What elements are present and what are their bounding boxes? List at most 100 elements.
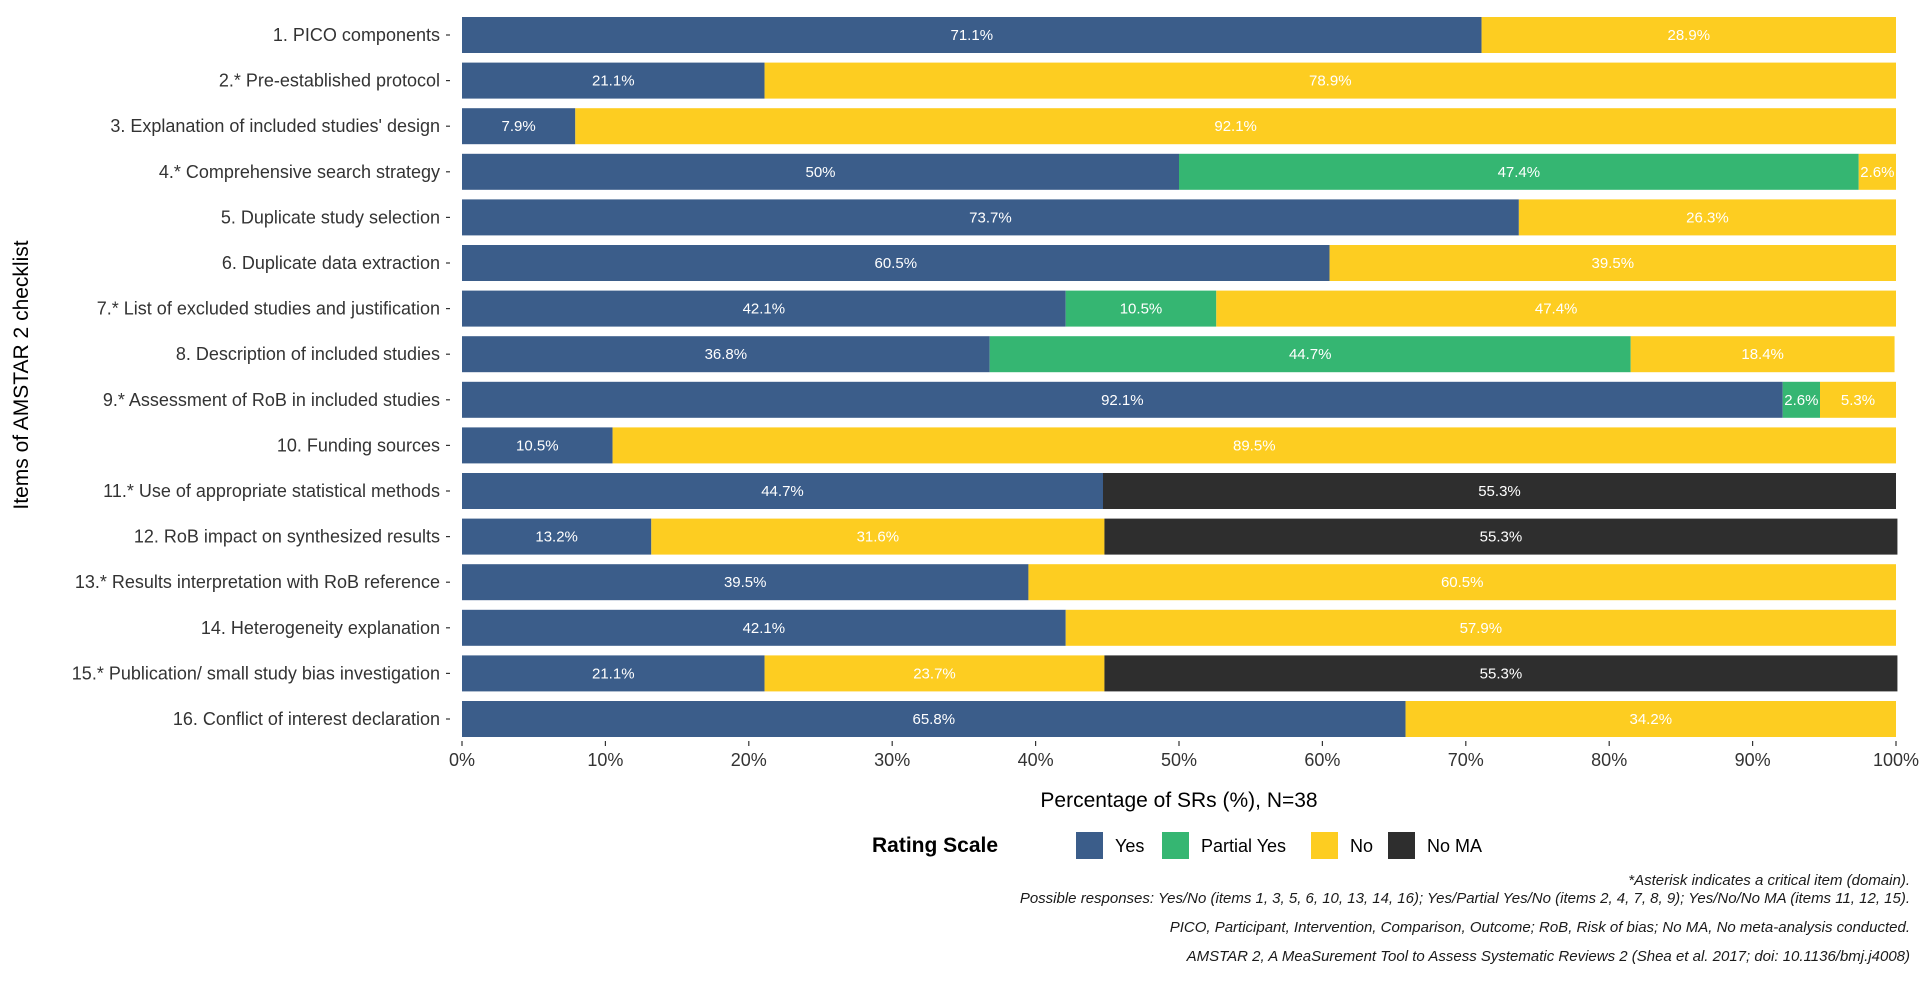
bar-segment-yes xyxy=(462,564,1029,601)
bar-segment-yes xyxy=(462,655,765,692)
category-label: 1. PICO components xyxy=(273,25,440,45)
data-label: 42.1% xyxy=(743,620,786,637)
data-label: 28.9% xyxy=(1668,27,1711,44)
category-label: 12. RoB impact on synthesized results xyxy=(134,527,440,547)
bar-segment-yes xyxy=(462,108,576,145)
x-tick-label: 100% xyxy=(1873,750,1919,770)
data-label: 7.9% xyxy=(502,118,536,135)
bar-segment-no xyxy=(1028,564,1896,601)
x-tick-label: 40% xyxy=(1018,750,1054,770)
bar-segment-no-ma xyxy=(1104,655,1898,692)
category-label: 16. Conflict of interest declaration xyxy=(173,709,440,729)
data-label: 5.3% xyxy=(1841,392,1875,409)
category-label: 4.* Comprehensive search strategy xyxy=(159,162,440,182)
bar-segment-no xyxy=(1630,336,1895,373)
data-label: 44.7% xyxy=(761,483,804,500)
legend-swatch-no-ma xyxy=(1388,832,1415,859)
data-label: 39.5% xyxy=(724,574,767,591)
data-label: 65.8% xyxy=(913,711,956,728)
data-label: 47.4% xyxy=(1535,301,1578,318)
bar-segment-no xyxy=(1216,290,1896,327)
bar-segment-no xyxy=(612,427,1896,464)
data-label: 92.1% xyxy=(1214,118,1257,135)
bar-segment-no-ma xyxy=(1102,473,1896,509)
bar-segment-partial-yes xyxy=(1782,381,1820,418)
legend-label-no: No xyxy=(1350,836,1373,856)
bar-segment-partial-yes xyxy=(1065,290,1217,327)
data-label: 60.5% xyxy=(1441,574,1484,591)
data-label: 55.3% xyxy=(1478,483,1521,500)
bar-segment-no-ma xyxy=(1104,518,1898,555)
footnote-possible-responses: Possible responses: Yes/No (items 1, 3, … xyxy=(1019,890,1910,907)
bar-segment-yes xyxy=(462,245,1330,281)
x-axis-title: Percentage of SRs (%), N=38 xyxy=(1040,789,1317,812)
x-tick-label: 60% xyxy=(1304,750,1340,770)
bar-segment-yes xyxy=(462,199,1519,236)
bar-segment-yes xyxy=(462,609,1066,646)
data-label: 89.5% xyxy=(1233,437,1276,454)
data-label: 21.1% xyxy=(592,73,635,90)
x-tick-label: 30% xyxy=(874,750,910,770)
data-label: 60.5% xyxy=(875,255,918,272)
category-label: 15.* Publication/ small study bias inves… xyxy=(72,663,440,683)
x-tick-label: 80% xyxy=(1591,750,1627,770)
bar-segment-no xyxy=(1481,17,1896,53)
x-tick-label: 90% xyxy=(1735,750,1771,770)
bar-segment-yes xyxy=(462,518,652,555)
bar-segment-no xyxy=(1329,245,1896,281)
legend-label-yes: Yes xyxy=(1115,836,1144,856)
data-label: 10.5% xyxy=(1120,301,1163,318)
category-label: 11.* Use of appropriate statistical meth… xyxy=(103,481,440,501)
data-label: 71.1% xyxy=(951,27,994,44)
data-label: 55.3% xyxy=(1480,665,1523,682)
data-label: 44.7% xyxy=(1289,346,1332,363)
category-label: 10. Funding sources xyxy=(277,435,440,455)
data-label: 47.4% xyxy=(1498,164,1541,181)
bar-segment-yes xyxy=(462,381,1783,418)
footnote-reference: AMSTAR 2, A MeaSurement Tool to Assess S… xyxy=(1186,948,1910,965)
data-label: 10.5% xyxy=(516,437,559,454)
x-tick-label: 10% xyxy=(587,750,623,770)
x-tick-label: 0% xyxy=(449,750,475,770)
category-label: 6. Duplicate data extraction xyxy=(222,253,440,273)
bar-segment-no xyxy=(1858,153,1896,190)
data-label: 73.7% xyxy=(969,209,1012,226)
data-label: 18.4% xyxy=(1741,346,1784,363)
data-label: 23.7% xyxy=(913,665,956,682)
data-label: 13.2% xyxy=(535,529,578,546)
data-label: 92.1% xyxy=(1101,392,1144,409)
footnote-critical-item: *Asterisk indicates a critical item (dom… xyxy=(1628,872,1910,889)
footnote-abbreviations: PICO, Participant, Intervention, Compari… xyxy=(1169,919,1910,936)
legend-label-partial-yes: Partial Yes xyxy=(1201,836,1286,856)
data-label: 55.3% xyxy=(1480,529,1523,546)
category-label: 5. Duplicate study selection xyxy=(221,207,440,227)
x-tick-label: 70% xyxy=(1448,750,1484,770)
x-tick-label: 20% xyxy=(731,750,767,770)
legend-label-no-ma: No MA xyxy=(1427,836,1482,856)
data-label: 21.1% xyxy=(592,665,635,682)
category-label: 8. Description of included studies xyxy=(176,344,440,364)
footnotes: *Asterisk indicates a critical item (dom… xyxy=(610,872,1910,966)
bar-segment-yes xyxy=(462,701,1406,737)
category-label: 14. Heterogeneity explanation xyxy=(201,618,440,638)
bar-segment-no xyxy=(764,655,1105,692)
bar-segment-partial-yes xyxy=(989,336,1631,373)
data-label: 50% xyxy=(805,164,835,181)
bar-segment-no xyxy=(651,518,1105,555)
category-label: 7.* List of excluded studies and justifi… xyxy=(97,299,440,319)
legend-title: Rating Scale xyxy=(872,834,998,857)
bar-segment-yes xyxy=(462,62,765,99)
data-label: 42.1% xyxy=(743,301,786,318)
bar-segment-no xyxy=(1819,381,1896,418)
bar-segment-no xyxy=(764,62,1896,99)
legend-swatch-partial-yes xyxy=(1162,832,1189,859)
data-label: 34.2% xyxy=(1630,711,1673,728)
bar-segment-no xyxy=(1405,701,1896,737)
x-tick-label: 50% xyxy=(1161,750,1197,770)
bar-segment-yes xyxy=(462,17,1482,53)
data-label: 2.6% xyxy=(1860,164,1894,181)
bar-segment-yes xyxy=(462,290,1066,327)
data-label: 31.6% xyxy=(857,529,900,546)
data-label: 2.6% xyxy=(1784,392,1818,409)
